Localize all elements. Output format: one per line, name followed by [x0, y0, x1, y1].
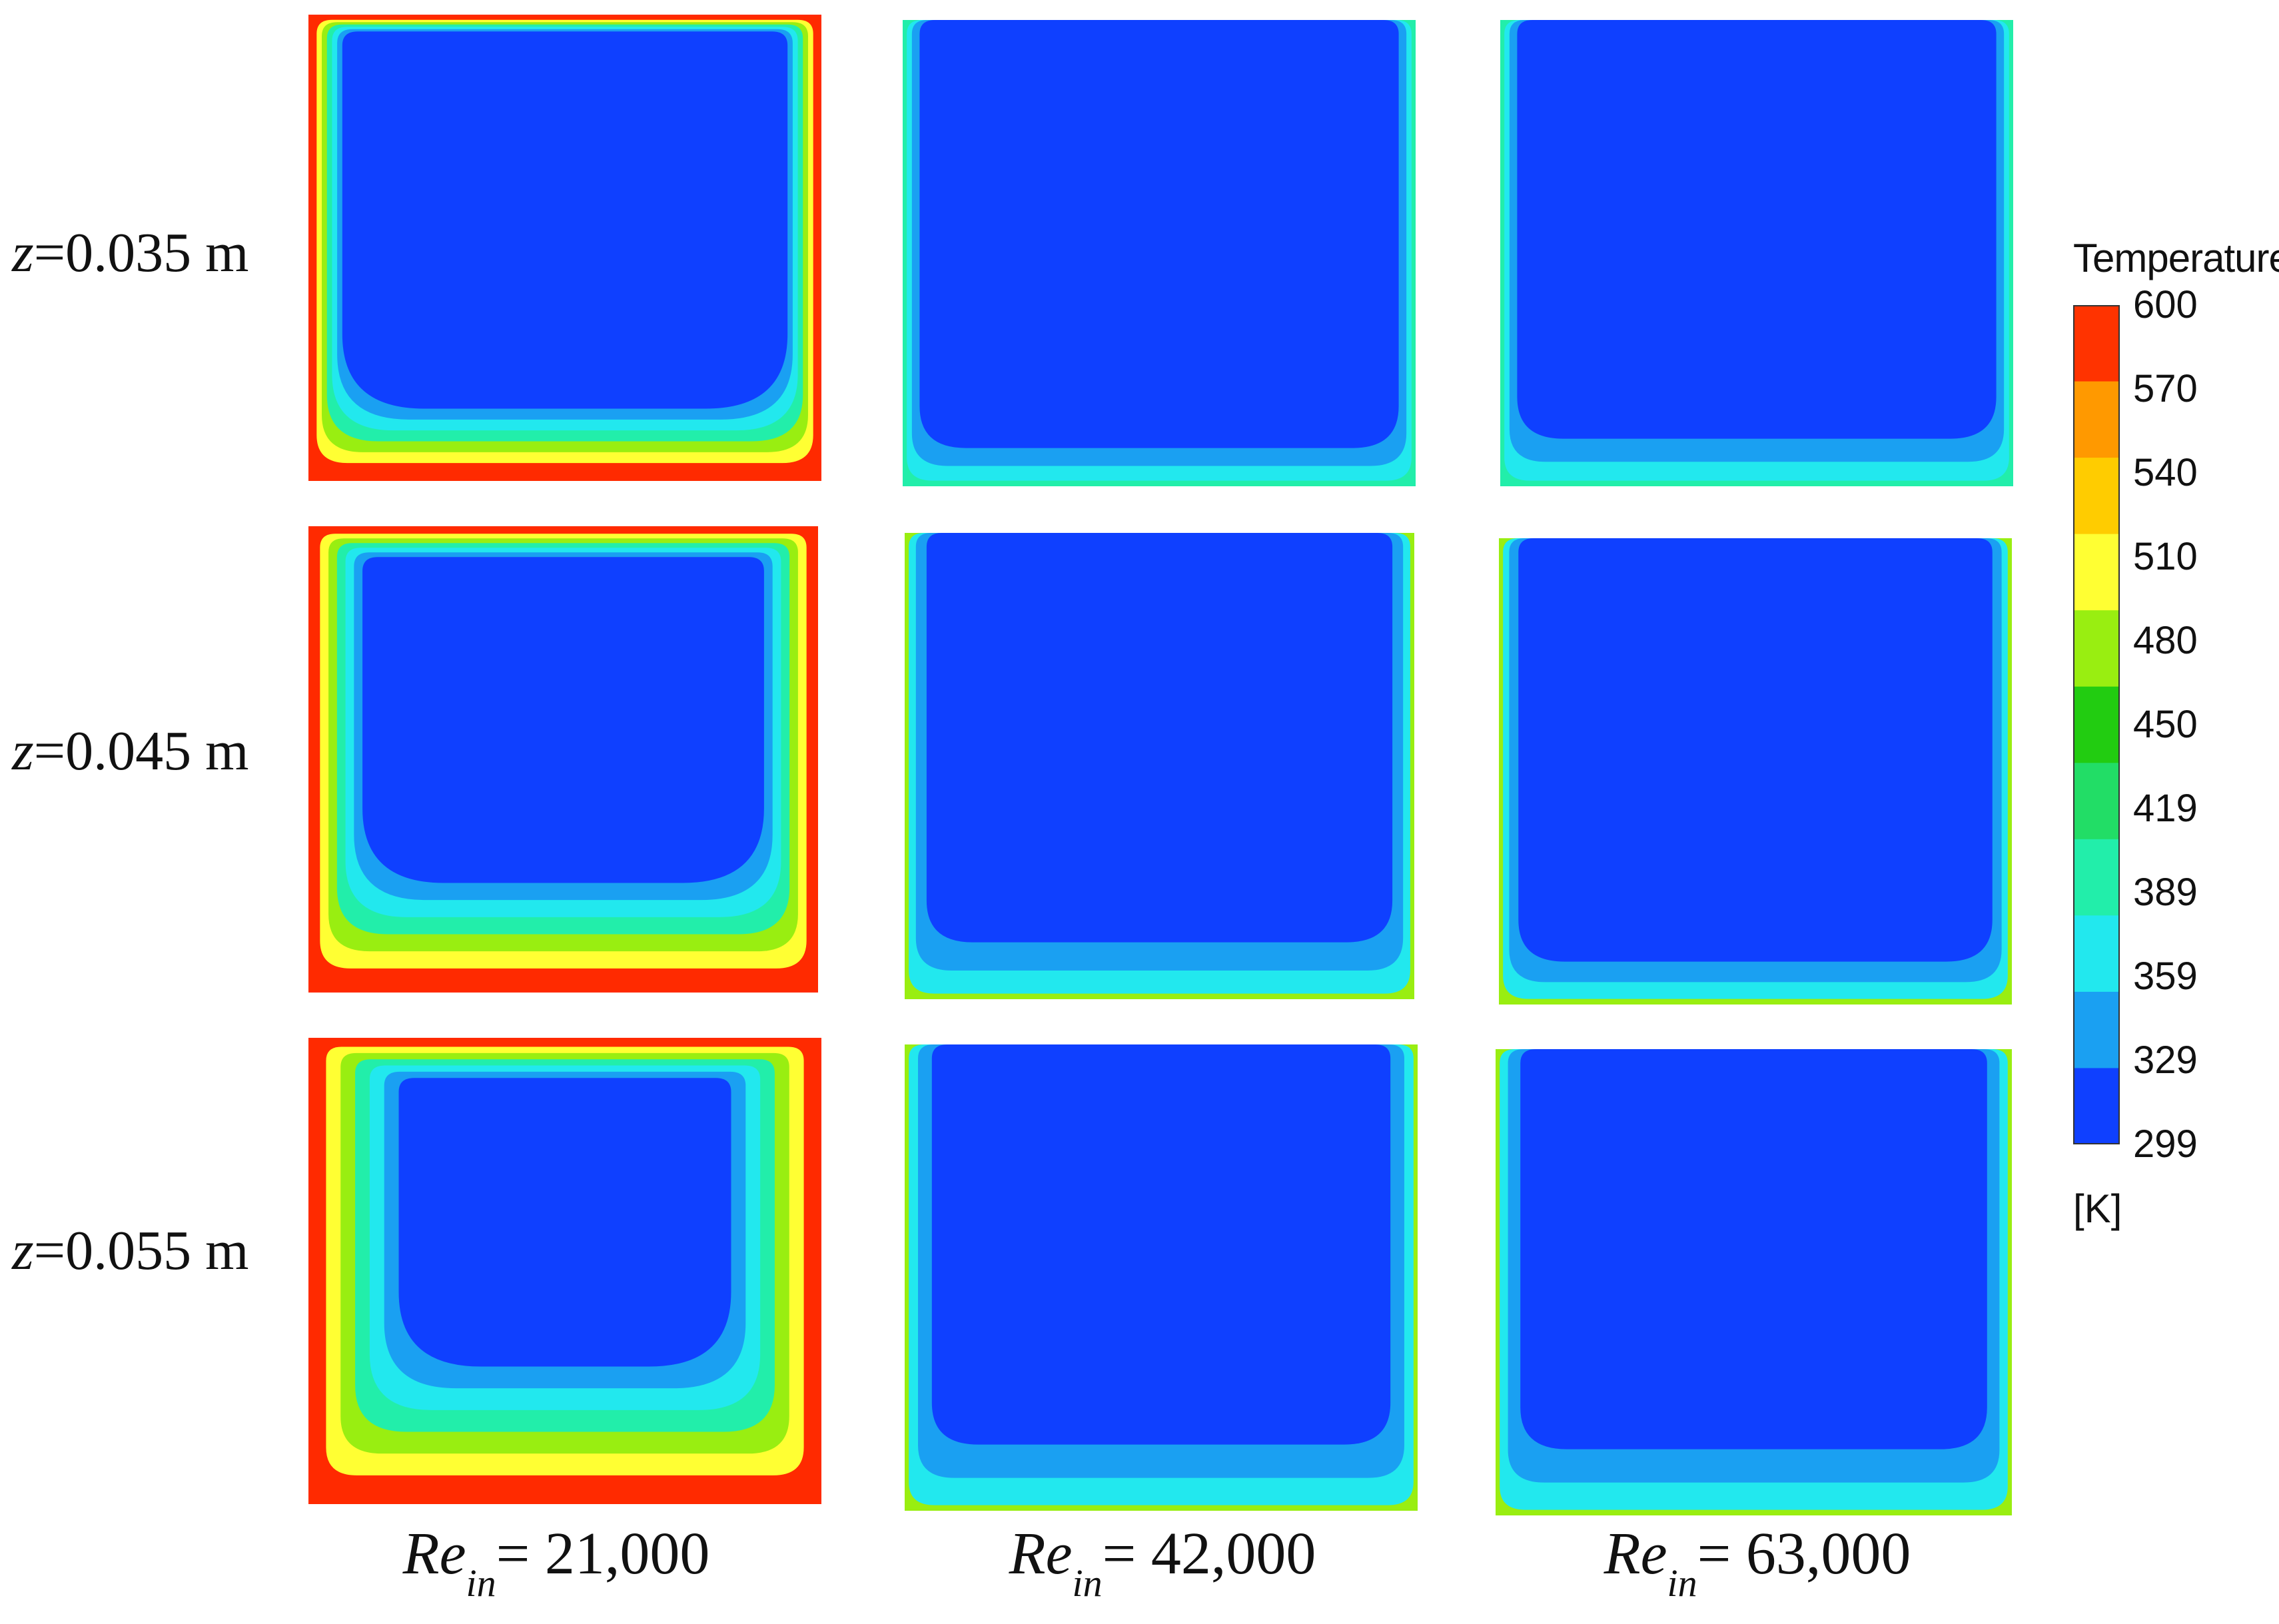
col-label-1: Rein= 21,000 [303, 1517, 809, 1624]
col-label-re-value: = 21,000 [496, 1521, 710, 1587]
row-label-z-value: =0.035 m [33, 222, 249, 284]
colorbar-band [2073, 305, 2120, 382]
colorbar-tick-label: 600 [2133, 283, 2198, 326]
col-label-re-value: = 63,000 [1697, 1521, 1911, 1587]
colorbar-unit: [K] [2073, 1186, 2122, 1231]
colorbar-tick-label: 419 [2133, 787, 2198, 830]
contour-plot [903, 20, 1416, 486]
thermal-contour-band [1520, 1049, 1987, 1449]
colorbar-tick-label: 299 [2133, 1122, 2198, 1166]
colorbar-band [2073, 458, 2120, 535]
colorbar-tick-label: 540 [2133, 451, 2198, 494]
row-label-z-var: z [12, 1220, 34, 1282]
contour-panel-r2-c1 [308, 526, 818, 993]
contour-panel-r3-c3 [1496, 1049, 2012, 1515]
colorbar-frame [2073, 305, 2120, 1144]
colorbar-band [2073, 991, 2120, 1068]
col-label-re-sub: in [1667, 1561, 1697, 1605]
colorbar-band [2073, 763, 2120, 840]
row-label-3: z=0.055 m [12, 1214, 298, 1288]
col-label-re-sub: in [466, 1561, 496, 1605]
col-label-re-value: = 42,000 [1102, 1521, 1316, 1587]
row-label-2: z=0.045 m [12, 715, 298, 788]
col-label-3: Rein= 63,000 [1504, 1517, 2011, 1624]
col-label-re-var: Re [1009, 1521, 1073, 1587]
row-label-1: z=0.035 m [12, 216, 298, 290]
colorbar-band [2073, 534, 2120, 611]
colorbar-tick-label: 329 [2133, 1038, 2198, 1082]
contour-panel-r1-c1 [308, 15, 821, 481]
row-label-z-var: z [12, 720, 34, 782]
colorbar-tick-label: 359 [2133, 955, 2198, 998]
thermal-contour-band [1517, 20, 1997, 439]
colorbar-band [2073, 381, 2120, 458]
colorbar-tick-label: 570 [2133, 367, 2198, 410]
contour-panel-r3-c1 [308, 1038, 821, 1504]
colorbar-band [2073, 610, 2120, 687]
col-label-re-var: Re [402, 1521, 466, 1587]
col-label-re-var: Re [1603, 1521, 1667, 1587]
contour-plot [1496, 1049, 2012, 1515]
contour-panel-r1-c2 [903, 20, 1416, 486]
thermal-contour-band [931, 1044, 1391, 1445]
contour-plot [308, 1038, 821, 1504]
contour-plot [1499, 538, 2012, 1005]
contour-plot [308, 526, 818, 993]
row-label-z-var: z [12, 222, 34, 284]
colorbar-band [2073, 915, 2120, 993]
contour-panel-r2-c3 [1499, 538, 2012, 1005]
thermal-contour-band [926, 533, 1393, 943]
row-label-z-value: =0.045 m [33, 720, 249, 782]
contour-plot [905, 533, 1414, 999]
thermal-contour-band [362, 557, 764, 883]
colorbar-tick-label: 389 [2133, 871, 2198, 914]
contour-panel-r3-c2 [905, 1044, 1418, 1511]
colorbar [2073, 305, 2120, 1144]
colorbar-tick-label: 450 [2133, 703, 2198, 746]
colorbar-band [2073, 839, 2120, 916]
contour-panel-r2-c2 [905, 533, 1414, 999]
contour-panel-r1-c3 [1500, 20, 2013, 486]
colorbar-tick-label: 510 [2133, 535, 2198, 578]
colorbar-band [2073, 686, 2120, 763]
thermal-contour-band [1518, 538, 1993, 962]
col-label-re-sub: in [1072, 1561, 1103, 1605]
colorbar-band [2073, 1068, 2120, 1144]
colorbar-title: Temperature [2073, 236, 2279, 280]
thermal-contour-band [919, 20, 1399, 448]
contour-plot [1500, 20, 2013, 486]
colorbar-tick-label: 480 [2133, 619, 2198, 662]
thermal-contour-band [398, 1078, 731, 1367]
contour-plot [905, 1044, 1418, 1511]
row-label-z-value: =0.055 m [33, 1220, 249, 1282]
thermal-contour-band [342, 31, 788, 409]
contour-plot [308, 15, 821, 481]
col-label-2: Rein= 42,000 [909, 1517, 1416, 1624]
